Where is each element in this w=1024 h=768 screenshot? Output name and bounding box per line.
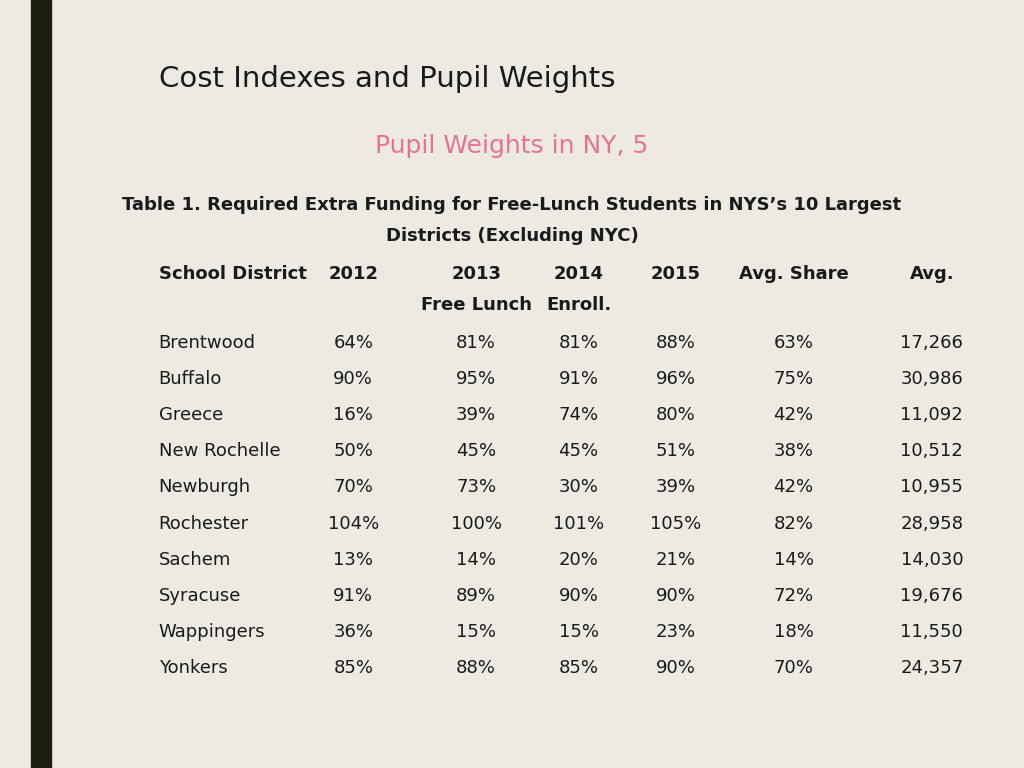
Text: 10,955: 10,955 (900, 478, 964, 496)
Text: 104%: 104% (328, 515, 379, 532)
Text: 70%: 70% (774, 659, 813, 677)
Text: Districts (Excluding NYC): Districts (Excluding NYC) (386, 227, 638, 244)
Text: 70%: 70% (334, 478, 373, 496)
Text: 15%: 15% (456, 623, 497, 641)
Text: 80%: 80% (656, 406, 695, 424)
Text: 38%: 38% (773, 442, 814, 460)
Text: 50%: 50% (334, 442, 373, 460)
Text: Table 1. Required Extra Funding for Free-Lunch Students in NYS’s 10 Largest: Table 1. Required Extra Funding for Free… (123, 196, 901, 214)
Text: 74%: 74% (558, 406, 599, 424)
Text: Wappingers: Wappingers (159, 623, 265, 641)
Text: 105%: 105% (650, 515, 701, 532)
Text: 30,986: 30,986 (900, 370, 964, 388)
Text: 42%: 42% (773, 478, 814, 496)
Text: Enroll.: Enroll. (546, 296, 611, 313)
Text: 72%: 72% (773, 587, 814, 604)
Text: 16%: 16% (334, 406, 373, 424)
Text: 101%: 101% (553, 515, 604, 532)
Text: 81%: 81% (559, 334, 598, 352)
Text: 73%: 73% (456, 478, 497, 496)
Text: 81%: 81% (457, 334, 496, 352)
Text: 23%: 23% (655, 623, 696, 641)
Text: 14%: 14% (773, 551, 814, 568)
Text: Rochester: Rochester (159, 515, 249, 532)
Text: 85%: 85% (333, 659, 374, 677)
Text: 64%: 64% (333, 334, 374, 352)
Text: 11,092: 11,092 (900, 406, 964, 424)
Text: 90%: 90% (559, 587, 598, 604)
Text: Greece: Greece (159, 406, 223, 424)
Text: 88%: 88% (656, 334, 695, 352)
Text: 2015: 2015 (651, 265, 700, 283)
Text: 45%: 45% (558, 442, 599, 460)
Text: 75%: 75% (773, 370, 814, 388)
Text: Buffalo: Buffalo (159, 370, 222, 388)
Text: 89%: 89% (456, 587, 497, 604)
Text: 2012: 2012 (329, 265, 378, 283)
Text: 90%: 90% (656, 659, 695, 677)
Text: Cost Indexes and Pupil Weights: Cost Indexes and Pupil Weights (159, 65, 615, 93)
Text: 85%: 85% (558, 659, 599, 677)
Text: 88%: 88% (457, 659, 496, 677)
Text: 14,030: 14,030 (900, 551, 964, 568)
Text: Newburgh: Newburgh (159, 478, 251, 496)
Text: Pupil Weights in NY, 5: Pupil Weights in NY, 5 (376, 134, 648, 158)
Text: 2014: 2014 (554, 265, 603, 283)
Text: 51%: 51% (655, 442, 696, 460)
Text: 96%: 96% (655, 370, 696, 388)
Text: 42%: 42% (773, 406, 814, 424)
Text: 28,958: 28,958 (900, 515, 964, 532)
Text: 90%: 90% (656, 587, 695, 604)
Text: Avg.: Avg. (909, 265, 954, 283)
Text: 91%: 91% (558, 370, 599, 388)
Text: 39%: 39% (655, 478, 696, 496)
Text: Syracuse: Syracuse (159, 587, 241, 604)
Text: 39%: 39% (456, 406, 497, 424)
Text: 18%: 18% (774, 623, 813, 641)
Text: 14%: 14% (456, 551, 497, 568)
Text: 11,550: 11,550 (900, 623, 964, 641)
Text: 20%: 20% (559, 551, 598, 568)
Text: Avg. Share: Avg. Share (738, 265, 849, 283)
Text: 17,266: 17,266 (900, 334, 964, 352)
Text: 24,357: 24,357 (900, 659, 964, 677)
Text: 10,512: 10,512 (900, 442, 964, 460)
Text: 63%: 63% (773, 334, 814, 352)
Text: School District: School District (159, 265, 306, 283)
Text: 95%: 95% (456, 370, 497, 388)
Text: Yonkers: Yonkers (159, 659, 227, 677)
Text: New Rochelle: New Rochelle (159, 442, 281, 460)
Text: 36%: 36% (333, 623, 374, 641)
Text: 100%: 100% (451, 515, 502, 532)
Text: 30%: 30% (559, 478, 598, 496)
Text: 91%: 91% (333, 587, 374, 604)
Text: Free Lunch: Free Lunch (421, 296, 531, 313)
Text: 13%: 13% (333, 551, 374, 568)
Text: 2013: 2013 (452, 265, 501, 283)
Text: Sachem: Sachem (159, 551, 231, 568)
Text: 90%: 90% (334, 370, 373, 388)
Text: 15%: 15% (558, 623, 599, 641)
Text: 82%: 82% (773, 515, 814, 532)
Text: 45%: 45% (456, 442, 497, 460)
Text: 19,676: 19,676 (900, 587, 964, 604)
Text: Brentwood: Brentwood (159, 334, 256, 352)
Text: 21%: 21% (655, 551, 696, 568)
